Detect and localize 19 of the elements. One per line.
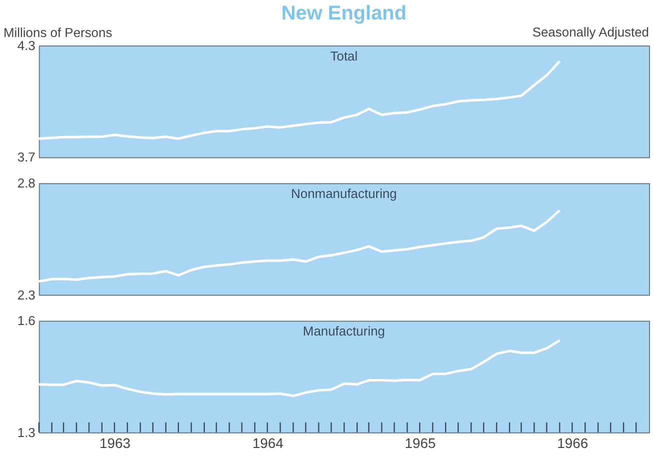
chart-title: Nonmanufacturing xyxy=(291,186,397,202)
y-tick-label: 2.8 xyxy=(17,176,36,191)
y-tick-label: 4.3 xyxy=(17,38,36,54)
line-series xyxy=(38,60,561,140)
y-tick-label: 2.3 xyxy=(17,287,36,302)
chart-title: Manufacturing xyxy=(302,324,385,339)
y-tick-label: 1.3 xyxy=(17,424,36,440)
y-axis-title: Millions of Persons xyxy=(3,25,113,40)
text: Seasonally Adjusted xyxy=(532,24,650,40)
x-tick-label: 1966 xyxy=(557,434,588,451)
x-tick-label: 1963 xyxy=(99,434,131,451)
x-tick-label: 1964 xyxy=(252,434,284,451)
line-series xyxy=(38,339,561,398)
x-tick-label: 1965 xyxy=(404,434,436,451)
line-series xyxy=(38,209,561,283)
y-tick-label: 3.7 xyxy=(17,150,36,165)
y-tick-label: 1.6 xyxy=(17,313,36,328)
text: New England xyxy=(281,2,406,25)
chart-title: Total xyxy=(330,48,358,64)
